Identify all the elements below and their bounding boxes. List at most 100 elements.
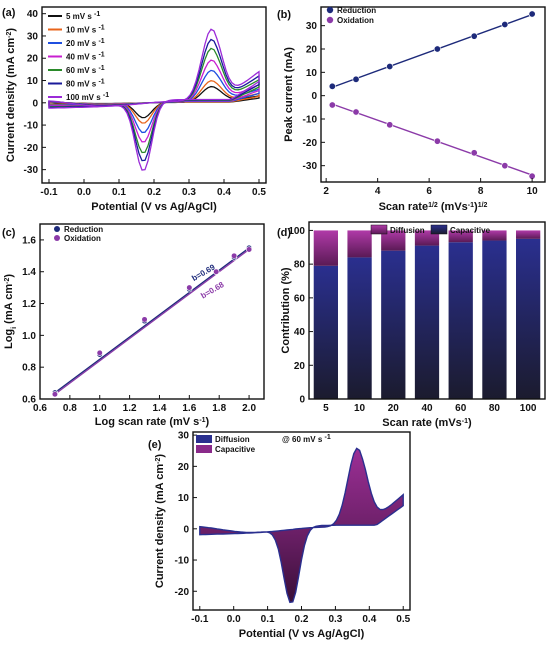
y-tick-label-b: 30 xyxy=(306,21,318,32)
x-tick-label-c: 0.6 xyxy=(33,403,47,414)
fit-line-b xyxy=(332,103,533,176)
y-axis-title-a-part: -2 xyxy=(6,31,13,37)
legend-label-a-part: 40 mV s xyxy=(66,53,98,62)
legend-marker-b xyxy=(326,6,334,14)
data-point-b xyxy=(386,121,394,129)
x-tick-label-a: 0.1 xyxy=(112,187,126,198)
x-axis-title-a-part: Potential (V vs Ag/AgCl) xyxy=(91,201,217,213)
legend-swatch-d xyxy=(370,224,388,235)
y-tick-label-d: 40 xyxy=(294,327,306,338)
y-axis-title-a-part: ) xyxy=(5,28,17,32)
data-point-b xyxy=(433,45,441,53)
x-tick-label-b: 6 xyxy=(426,186,432,197)
slope-annotation-c: b=0.69 xyxy=(190,262,217,283)
x-tick-label-b: 10 xyxy=(527,186,539,197)
bar-diffusion xyxy=(448,230,473,243)
legend-label-c: Oxidation xyxy=(64,234,101,243)
y-axis-title-e-part: Current density (mA cm xyxy=(154,464,166,589)
y-tick-label-c: 1.2 xyxy=(22,299,36,310)
x-axis-title-e: Potential (V vs Ag/AgCl) xyxy=(239,628,365,640)
x-tick-label-d: 80 xyxy=(489,403,501,414)
legend-label-a-part: 5 mV s xyxy=(66,12,94,21)
y-axis-title-c-part: (mA cm xyxy=(3,284,15,327)
x-tick-label-e: 0.3 xyxy=(328,614,342,625)
scan-rate-annotation-e-part: -1 xyxy=(325,434,331,441)
plot-frame-b xyxy=(320,6,546,183)
data-point-b xyxy=(386,62,394,70)
y-tick-label-a: -20 xyxy=(24,143,39,154)
data-point-b xyxy=(501,162,509,170)
fit-line-c xyxy=(54,248,250,395)
y-tick-label-b: -20 xyxy=(303,138,318,149)
y-tick-label-a: 30 xyxy=(27,31,39,42)
x-tick-label-b: 2 xyxy=(323,186,329,197)
y-axis-title-b: Peak current (mA) xyxy=(283,47,295,142)
x-tick-label-a: 0.0 xyxy=(77,187,91,198)
y-axis-title-e-part: ) xyxy=(154,454,166,458)
x-tick-label-c: 1.8 xyxy=(212,403,226,414)
x-tick-label-e: 0.4 xyxy=(362,614,376,625)
y-axis-title-c-part: -2 xyxy=(4,278,11,284)
legend-label-a: 5 mV s -1 xyxy=(66,11,100,22)
legend-marker-c xyxy=(54,235,60,241)
y-axis-title-d-part: Contribution (%) xyxy=(280,267,292,353)
scan-rate-annotation-e: @ 60 mV s -1 xyxy=(282,434,331,445)
bar-diffusion xyxy=(482,230,507,241)
legend-label-a-part: -1 xyxy=(103,92,109,99)
x-axis-title-d-part: ) xyxy=(468,417,472,429)
x-axis-title-b-part: -1 xyxy=(468,202,474,209)
data-point-b xyxy=(470,32,478,40)
bar-capacitive xyxy=(516,238,541,399)
panel-label-b: (b) xyxy=(277,9,291,21)
legend-label-b: Reduction xyxy=(337,6,376,15)
y-tick-label-a: -10 xyxy=(24,121,39,132)
legend-label-a-part: 20 mV s xyxy=(66,39,98,48)
x-tick-label-a: 0.2 xyxy=(147,187,161,198)
x-tick-label-d: 5 xyxy=(323,403,329,414)
data-point-c xyxy=(231,252,238,259)
panel-label-d: (d) xyxy=(277,227,291,239)
data-point-c xyxy=(213,268,220,275)
y-axis-title-a-part: Current density (mA cm xyxy=(5,38,17,163)
bar-capacitive xyxy=(414,245,440,399)
y-tick-label-a: 40 xyxy=(27,9,39,20)
x-axis-title-c-part: ) xyxy=(206,416,210,428)
y-tick-label-c: 1.6 xyxy=(22,235,36,246)
y-tick-label-d: 60 xyxy=(294,293,306,304)
data-point-b xyxy=(328,82,336,90)
y-axis-title-c: Logi (mA cm-2) xyxy=(3,274,18,349)
legend-label-a-part: 80 mV s xyxy=(66,80,98,89)
x-tick-label-e: 0.1 xyxy=(261,614,275,625)
data-point-c xyxy=(245,246,253,253)
y-axis-title-e: Current density (mA cm-2) xyxy=(154,454,166,589)
legend-label-a: 10 mV s -1 xyxy=(66,24,105,35)
legend-label-a-part: -1 xyxy=(94,11,100,18)
legend-marker-b xyxy=(326,16,334,24)
data-point-b xyxy=(528,10,536,18)
y-tick-label-b: 10 xyxy=(306,68,318,79)
x-tick-label-a: -0.1 xyxy=(40,187,58,198)
legend-label-a-part: 60 mV s xyxy=(66,66,98,75)
plot-frame-d xyxy=(308,221,546,400)
y-tick-label-a: 0 xyxy=(32,98,38,109)
legend-swatch-d xyxy=(430,224,448,235)
x-tick-label-e: 0.0 xyxy=(227,614,241,625)
legend-label-a-part: 100 mV s xyxy=(66,93,103,102)
data-point-c xyxy=(96,349,103,356)
x-axis-title-b-part: 1/2 xyxy=(428,202,438,209)
x-axis-title-c: Log scan rate (mV s-1) xyxy=(95,416,210,428)
y-axis-title-a: Current density (mA cm-2) xyxy=(5,28,17,163)
x-tick-label-e: -0.1 xyxy=(191,614,209,625)
legend-label-a: 20 mV s -1 xyxy=(66,38,105,49)
plot-frame-c xyxy=(39,223,265,400)
bar-diffusion xyxy=(347,230,372,258)
panel-label-e: (e) xyxy=(148,439,162,451)
y-tick-label-e: -10 xyxy=(175,556,190,567)
data-point-c xyxy=(141,316,148,323)
y-tick-label-e: 0 xyxy=(183,524,189,535)
y-axis-title-b-part: Peak current (mA) xyxy=(283,47,295,142)
y-tick-label-c: 1.4 xyxy=(22,267,36,278)
panel-label-a: (a) xyxy=(2,7,16,19)
y-tick-label-b: -30 xyxy=(303,161,318,172)
legend-label-e: Diffusion xyxy=(215,435,250,444)
